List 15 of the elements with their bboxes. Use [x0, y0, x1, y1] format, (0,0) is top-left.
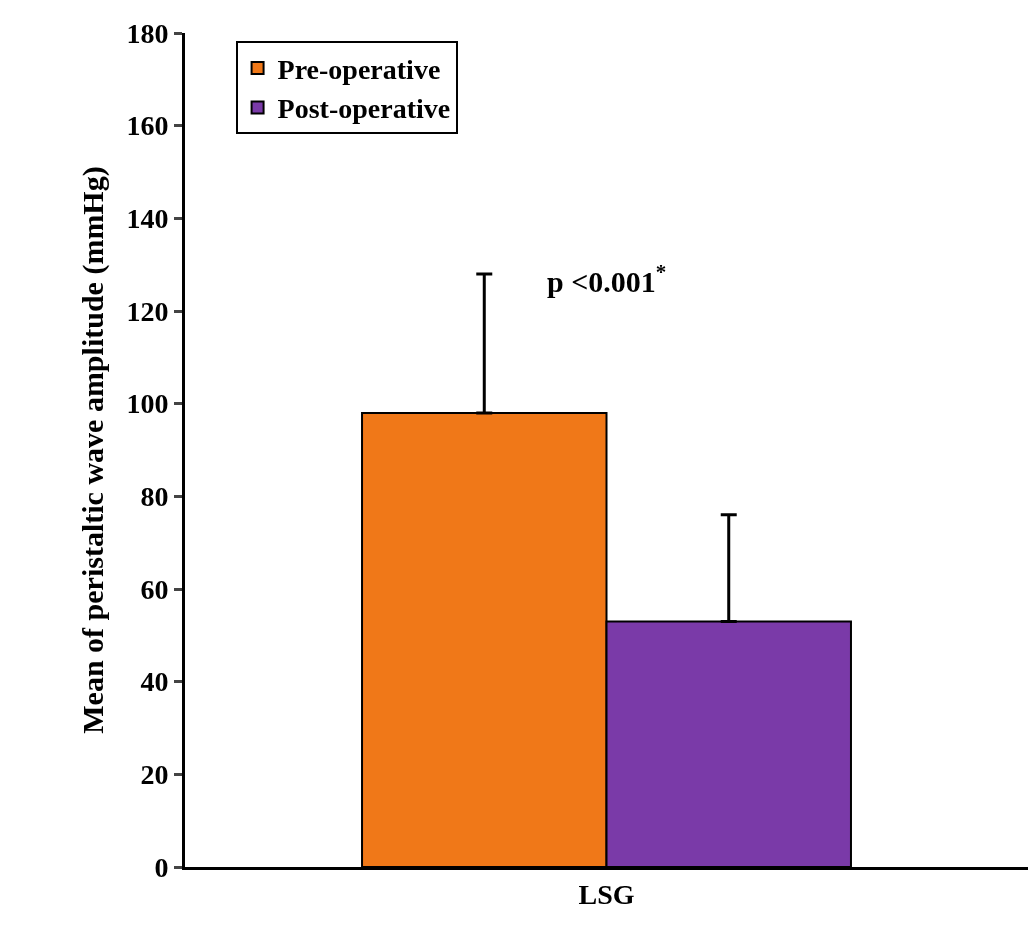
legend-label: Pre-operative	[277, 53, 441, 85]
y-tick-label: 20	[140, 759, 169, 791]
annotation: p <0.001$^{*}$	[547, 260, 667, 298]
y-tick-label: 80	[140, 481, 169, 513]
y-tick-label: 100	[126, 388, 169, 420]
y-tick-label: 160	[126, 110, 169, 142]
x-tick-label: LSG	[578, 878, 635, 910]
y-tick-label: 140	[126, 203, 169, 235]
y-tick-label: 0	[154, 851, 169, 883]
y-tick-label: 180	[126, 17, 169, 49]
y-axis-title: Mean of peristaltic wave amplitude (mmHg)	[76, 166, 111, 734]
y-tick-label: 40	[140, 666, 169, 698]
y-tick-label: 120	[126, 295, 169, 327]
y-tick-label: 60	[140, 573, 169, 605]
legend-label: Post-operative	[277, 93, 451, 125]
